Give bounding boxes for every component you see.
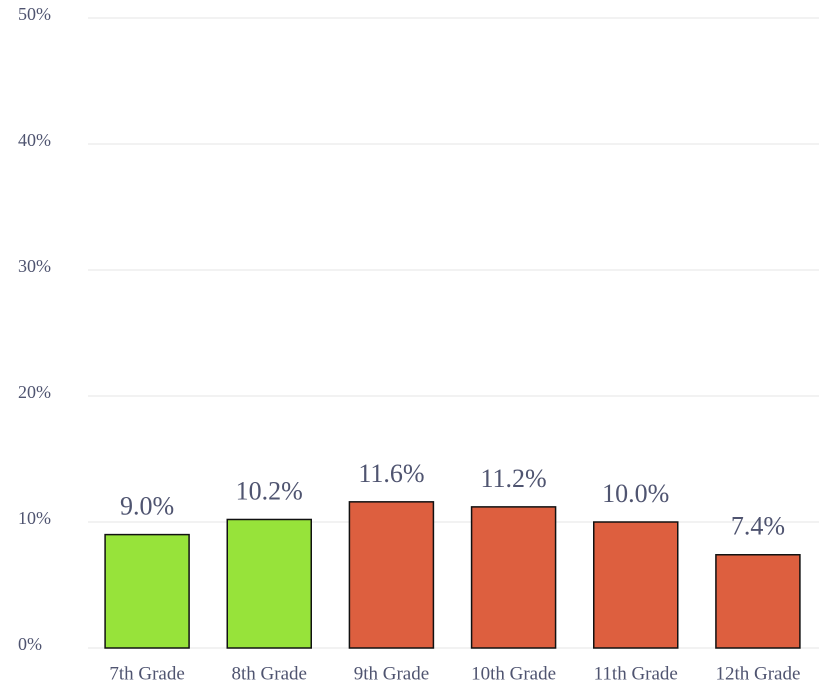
value-label: 7.4%	[731, 512, 785, 541]
value-label: 9.0%	[120, 492, 174, 521]
x-tick-label: 7th Grade	[109, 663, 184, 684]
value-label: 10.0%	[602, 479, 669, 508]
y-tick-label: 30%	[18, 256, 51, 276]
y-tick-label: 0%	[18, 634, 42, 654]
value-label: 10.2%	[236, 476, 303, 505]
bar	[715, 554, 801, 649]
x-tick-label: 11th Grade	[594, 663, 678, 684]
x-tick-label: 10th Grade	[471, 663, 556, 684]
y-tick-label: 50%	[18, 4, 51, 24]
bar	[104, 533, 190, 649]
value-label: 11.6%	[358, 459, 424, 488]
bar	[348, 501, 435, 649]
y-tick-label: 40%	[18, 130, 51, 150]
y-tick-label: 20%	[18, 382, 51, 402]
y-tick-label: 10%	[18, 508, 51, 528]
x-tick-label: 9th Grade	[354, 663, 429, 684]
x-tick-label: 8th Grade	[232, 663, 307, 684]
bar	[470, 506, 557, 649]
bar	[226, 518, 312, 649]
bar	[593, 521, 679, 649]
value-label: 11.2%	[480, 464, 546, 493]
x-tick-label: 12th Grade	[715, 663, 800, 684]
